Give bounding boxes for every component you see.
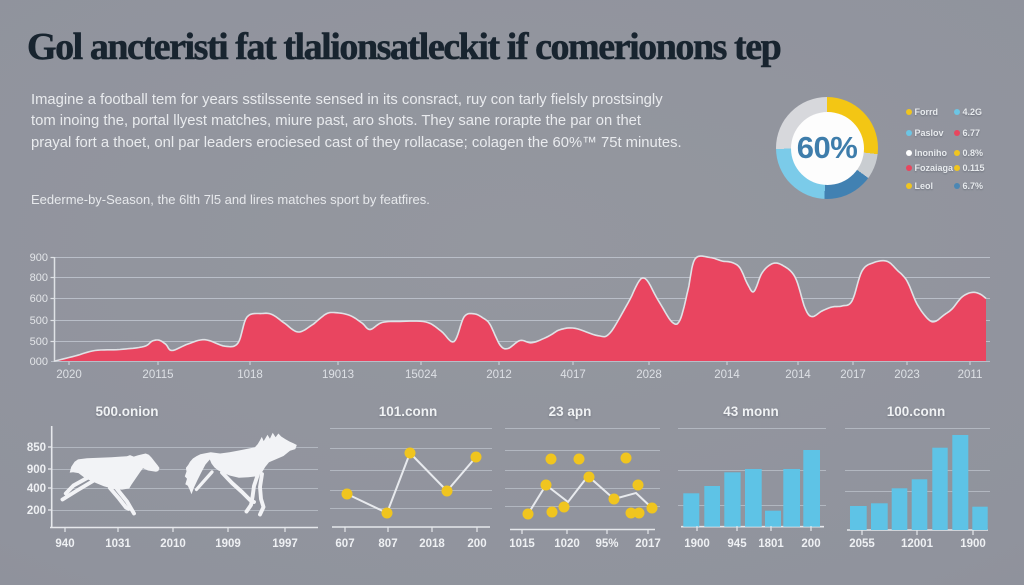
svg-text:940: 940 xyxy=(55,538,74,550)
svg-text:800: 800 xyxy=(30,272,48,284)
svg-text:20115: 20115 xyxy=(142,369,173,381)
svg-text:2018: 2018 xyxy=(419,538,445,550)
svg-text:1018: 1018 xyxy=(237,369,263,381)
svg-text:607: 607 xyxy=(335,538,354,550)
svg-text:2011: 2011 xyxy=(958,369,983,381)
svg-text:2014: 2014 xyxy=(714,369,740,381)
svg-text:19013: 19013 xyxy=(322,369,354,381)
svg-text:95%: 95% xyxy=(595,538,618,550)
svg-text:850: 850 xyxy=(27,442,46,454)
svg-text:2012: 2012 xyxy=(486,369,512,381)
svg-text:4017: 4017 xyxy=(560,369,586,381)
svg-text:2023: 2023 xyxy=(894,369,920,381)
svg-text:1020: 1020 xyxy=(554,538,580,550)
svg-text:900: 900 xyxy=(27,464,46,476)
svg-text:600: 600 xyxy=(30,293,48,305)
svg-text:200: 200 xyxy=(467,538,486,550)
svg-text:1015: 1015 xyxy=(509,538,535,550)
svg-text:500: 500 xyxy=(30,315,48,327)
svg-text:900: 900 xyxy=(30,252,48,264)
svg-text:1900: 1900 xyxy=(960,538,986,550)
svg-text:2017: 2017 xyxy=(840,369,866,381)
svg-text:200: 200 xyxy=(27,505,46,517)
svg-text:15024: 15024 xyxy=(405,369,438,381)
svg-text:945: 945 xyxy=(727,538,747,550)
svg-text:500: 500 xyxy=(30,336,48,348)
svg-text:400: 400 xyxy=(27,483,46,495)
svg-text:1801: 1801 xyxy=(758,538,784,550)
svg-text:1997: 1997 xyxy=(272,538,298,550)
svg-text:807: 807 xyxy=(378,538,397,550)
svg-text:000: 000 xyxy=(30,356,48,368)
svg-text:2055: 2055 xyxy=(849,538,875,550)
svg-text:2010: 2010 xyxy=(160,538,186,550)
svg-text:1031: 1031 xyxy=(105,538,131,550)
svg-text:200: 200 xyxy=(801,538,820,550)
svg-text:1900: 1900 xyxy=(684,538,710,550)
svg-text:2014: 2014 xyxy=(785,369,811,381)
svg-text:2028: 2028 xyxy=(636,369,662,381)
svg-text:2020: 2020 xyxy=(56,369,82,381)
svg-text:2017: 2017 xyxy=(635,538,661,550)
svg-text:1909: 1909 xyxy=(215,538,241,550)
svg-text:12001: 12001 xyxy=(901,538,934,550)
